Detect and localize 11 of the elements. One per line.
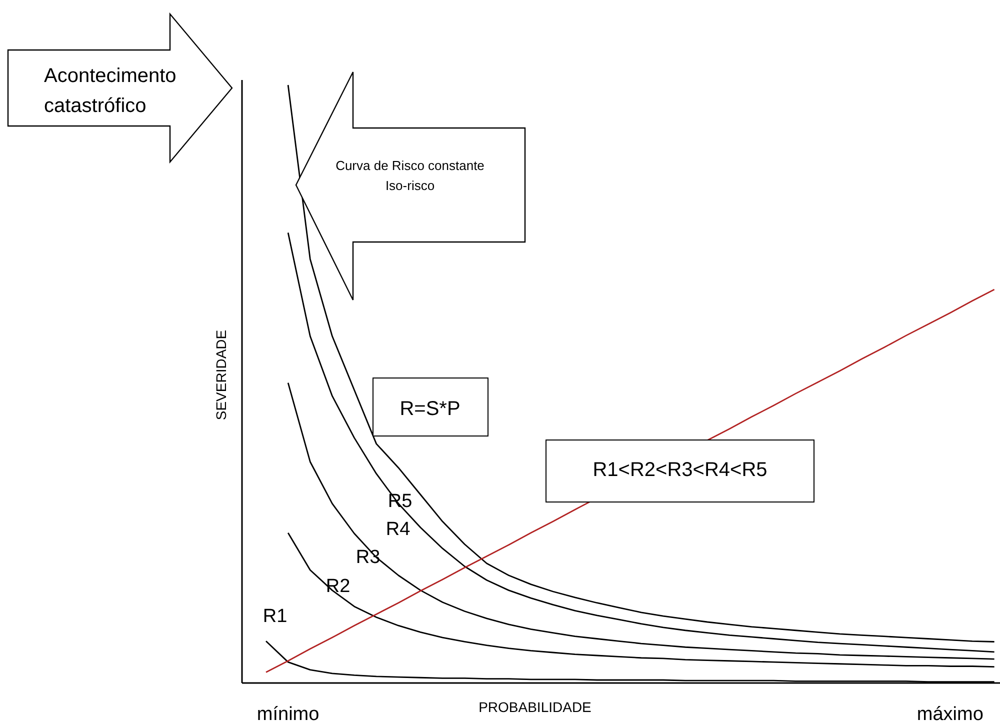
annotation: Curva de Risco constante Iso-risco [336, 158, 484, 193]
x-tick-label: máximo [916, 704, 984, 725]
annotation: R1<R2<R3<R4<R5 [592, 459, 768, 481]
x-axis-title: PROBABILIDADE [478, 699, 592, 715]
series-label: R2 [326, 576, 350, 597]
series-label: R4 [386, 519, 411, 540]
series-label: R1 [262, 606, 288, 627]
y-axis-title: SEVERIDADE [213, 330, 229, 420]
x-tick-label: mínimo [256, 704, 320, 725]
text: Acontecimento catastrófico [44, 65, 176, 117]
annotation: R=S*P [400, 398, 460, 420]
